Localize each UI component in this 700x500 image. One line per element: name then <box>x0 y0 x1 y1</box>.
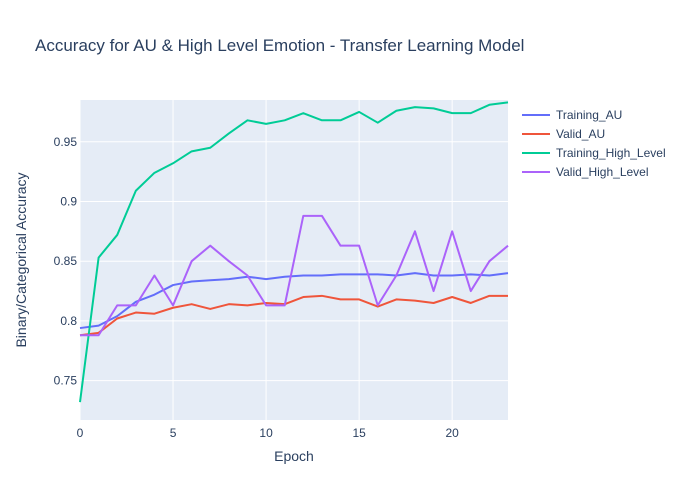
series-line-training-high-level <box>79 101 509 403</box>
legend-label: Valid_AU <box>556 127 605 141</box>
series-lines <box>79 101 509 403</box>
series-line-valid-au <box>79 294 508 337</box>
legend-label: Training_High_Level <box>556 146 666 160</box>
y-axis: 0.75 0.8 0.85 0.9 0.95 <box>54 135 78 388</box>
y-tick-label: 0.8 <box>60 314 77 328</box>
x-tick-label: 0 <box>77 426 84 440</box>
y-tick-label: 0.9 <box>60 194 77 208</box>
x-tick-label: 10 <box>259 426 273 440</box>
legend-item-valid-au[interactable]: Valid_AU <box>522 127 605 141</box>
y-tick-label: 0.95 <box>54 135 78 149</box>
legend-item-training-au[interactable]: Training_AU <box>522 108 622 122</box>
y-tick-label: 0.85 <box>54 254 78 268</box>
chart-title: Accuracy for AU & High Level Emotion - T… <box>35 36 524 55</box>
grid <box>79 100 508 420</box>
series-line-valid-high-level <box>80 214 509 337</box>
legend-item-valid-high-level[interactable]: Valid_High_Level <box>522 165 649 179</box>
series-line-training-au <box>79 272 509 330</box>
x-axis-title: Epoch <box>274 448 314 464</box>
legend[interactable]: Training_AU Valid_AU Training_High_Level Va… <box>522 108 666 179</box>
y-axis-title: Binary/Categorical Accuracy <box>13 172 29 347</box>
legend-item-training-high-level[interactable]: Training_High_Level <box>522 146 666 160</box>
x-tick-label: 20 <box>445 426 459 440</box>
x-tick-label: 15 <box>352 426 366 440</box>
x-tick-label: 5 <box>170 426 177 440</box>
x-axis: 0 5 10 15 20 <box>77 426 460 440</box>
y-tick-label: 0.75 <box>54 374 78 388</box>
legend-label: Valid_High_Level <box>556 165 649 179</box>
legend-label: Training_AU <box>556 108 622 122</box>
